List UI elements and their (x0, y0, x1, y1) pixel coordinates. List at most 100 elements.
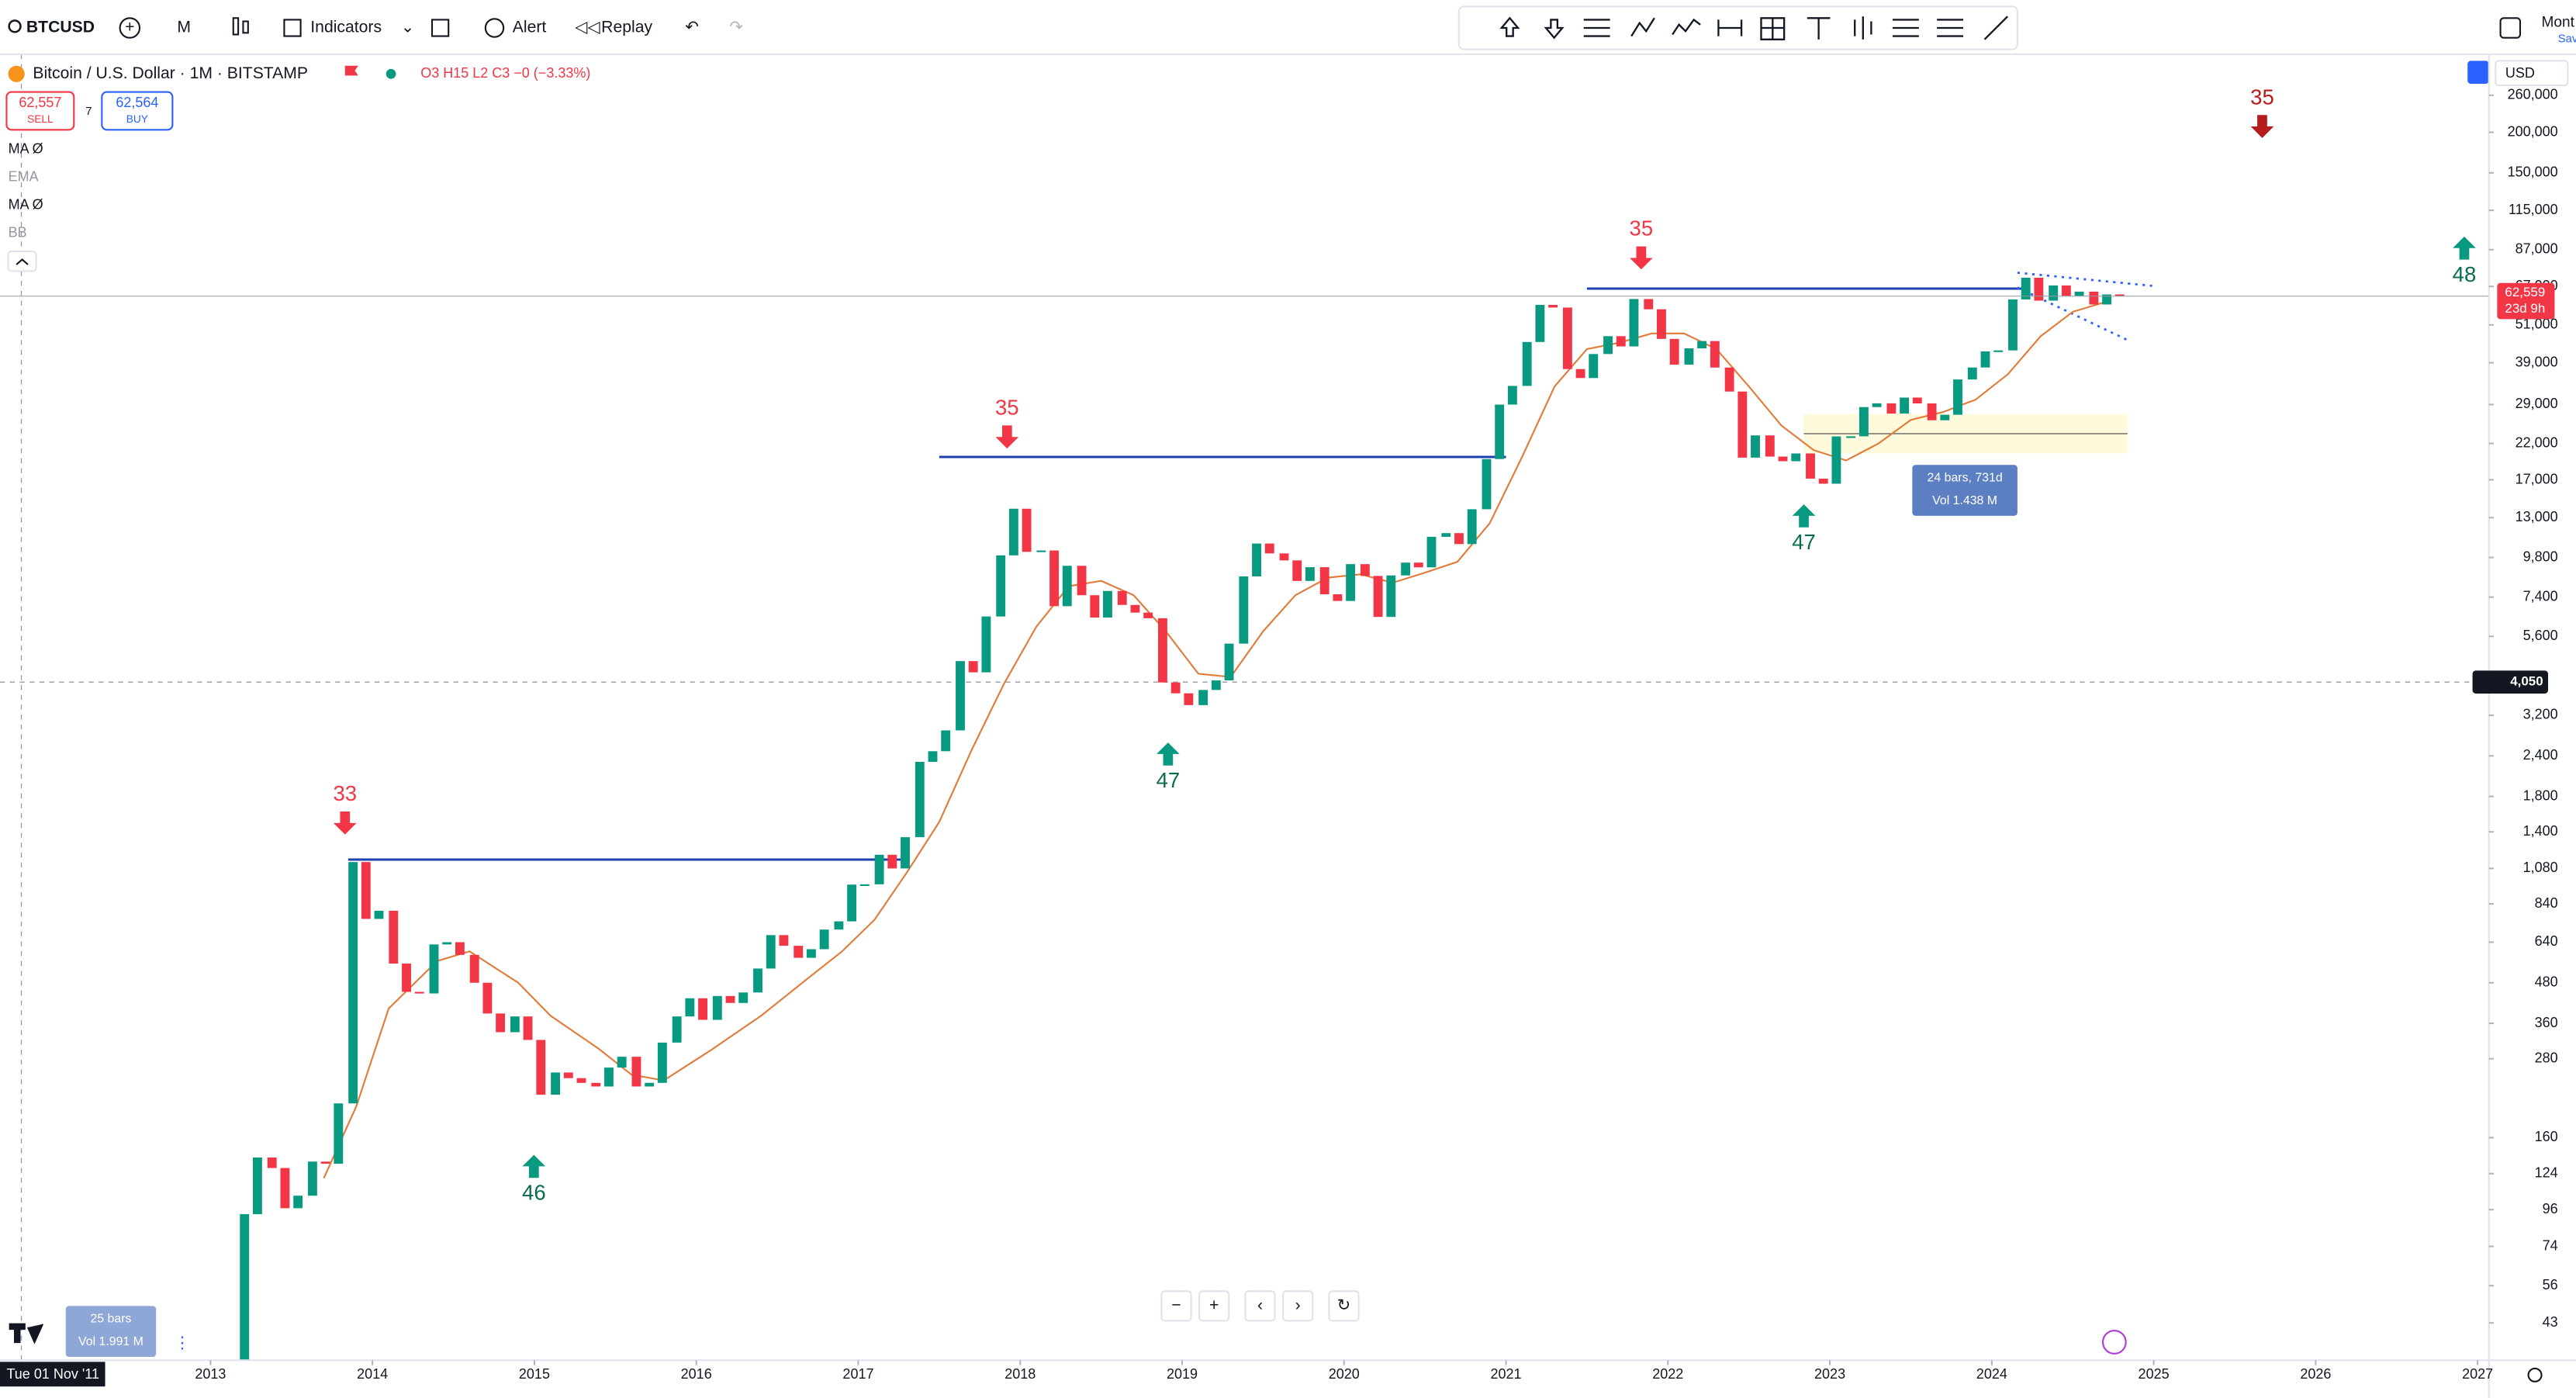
settings-icon[interactable] (2527, 1367, 2543, 1382)
buy-button[interactable] (101, 91, 174, 131)
candle-body (1778, 456, 1788, 462)
layout-icon[interactable] (2499, 17, 2522, 39)
buy-price[interactable]: 62,564 (116, 95, 158, 110)
symbol-description[interactable]: Bitcoin / U.S. Dollar · 1M · BITSTAMP (33, 64, 308, 82)
candle-body (2114, 294, 2125, 296)
signal-arrow (1157, 742, 1180, 766)
alert-icon[interactable] (484, 18, 505, 38)
tool-gann[interactable] (1937, 19, 1963, 37)
flag[interactable] (344, 65, 358, 76)
redo[interactable]: ↷ (729, 19, 743, 36)
more-button[interactable]: ⋮ (175, 1334, 191, 1352)
candle-body (1589, 354, 1599, 379)
candle-body (267, 1157, 277, 1168)
sell-label[interactable]: SELL (27, 113, 54, 125)
indicators-dropdown[interactable]: ⌄ (401, 19, 415, 36)
candle-body (1279, 553, 1289, 561)
indicators-icon[interactable] (283, 19, 302, 37)
replay-icon[interactable]: ◁◁ (575, 19, 600, 36)
tool-wave[interactable] (1672, 18, 1701, 36)
add-symbol-plus[interactable]: + (125, 19, 134, 36)
signal-label: 35 (1630, 216, 1654, 240)
candle-body (1022, 508, 1032, 552)
x-tick-label: 2015 (519, 1366, 550, 1382)
interval[interactable]: M (177, 19, 191, 36)
reset-icon[interactable]: ↻ (1337, 1296, 1351, 1314)
collapse-legend[interactable] (7, 250, 37, 272)
signal-label: 33 (333, 781, 357, 805)
currency[interactable]: USD (2505, 65, 2535, 81)
candle-body (280, 1168, 290, 1209)
currency-box[interactable] (2495, 60, 2569, 87)
candle-body (1170, 682, 1181, 694)
zoom-in-icon[interactable]: + (1209, 1296, 1219, 1314)
symbol-logo (8, 65, 25, 82)
candle-body (604, 1068, 614, 1087)
candle-body (1657, 309, 1666, 339)
sell-button[interactable] (5, 91, 75, 131)
indicator-label[interactable]: BB (9, 224, 27, 240)
layout-name[interactable]: Mont (2542, 15, 2575, 31)
x-tick-label: 2016 (681, 1366, 712, 1382)
tool-arrow-down[interactable] (1544, 19, 1565, 40)
sell-price[interactable]: 62,557 (19, 95, 61, 110)
tool-arrow-up[interactable] (1499, 16, 1520, 37)
bolt-icon[interactable] (2101, 1330, 2127, 1355)
measure-volume: Vol 1.438 M (1932, 494, 1997, 507)
zoom-in[interactable] (1198, 1290, 1230, 1322)
candle-body (794, 946, 804, 958)
tool-trendline[interactable] (1983, 16, 2009, 40)
add-symbol[interactable] (119, 17, 141, 39)
candle-body (1859, 407, 1869, 437)
candle-body (1264, 543, 1274, 554)
templates-icon[interactable] (430, 19, 450, 37)
candle-body (1143, 612, 1153, 618)
indicator-label[interactable]: MA Ø (9, 140, 43, 156)
y-tick-label: 56 (2543, 1277, 2558, 1292)
buy-label[interactable]: BUY (126, 113, 148, 125)
zoom-out-icon[interactable]: − (1171, 1296, 1181, 1314)
collapse-icon[interactable] (16, 258, 29, 265)
reset[interactable] (1328, 1290, 1360, 1322)
scroll-right-icon[interactable]: › (1295, 1296, 1301, 1314)
indicators-button[interactable]: Indicators (310, 19, 382, 36)
candle-body (2089, 291, 2099, 305)
drawing-tools[interactable] (1499, 16, 2009, 40)
scroll-right[interactable] (1282, 1290, 1314, 1322)
y-tick-label: 2,400 (2523, 747, 2558, 763)
search-icon[interactable] (8, 19, 22, 33)
replay-button[interactable]: Replay (601, 19, 652, 36)
candle-body (1575, 369, 1585, 379)
candle-body (1900, 397, 1910, 414)
tool-lines[interactable] (1583, 19, 1610, 37)
scroll-left-icon[interactable]: ‹ (1257, 1296, 1263, 1314)
chart-type-icon[interactable] (232, 17, 240, 36)
tool-range[interactable] (1717, 19, 1743, 36)
measure-box (1912, 465, 2018, 516)
alert-button[interactable]: Alert (513, 19, 547, 36)
indicator-label[interactable]: MA Ø (9, 196, 43, 212)
candle-body (334, 1103, 344, 1164)
indicator-label[interactable]: EMA (9, 168, 39, 184)
tool-bars[interactable] (1854, 16, 1872, 40)
chart-type-icon[interactable] (242, 20, 249, 34)
signal-arrow (995, 425, 1019, 449)
tool-text[interactable] (1807, 17, 1831, 40)
undo[interactable]: ↶ (685, 19, 699, 36)
candle-body (1644, 299, 1654, 310)
scroll-left[interactable] (1244, 1290, 1276, 1322)
tradingview-logo[interactable] (9, 1323, 44, 1344)
auto-scale[interactable] (2467, 61, 2489, 84)
y-tick-label: 74 (2543, 1237, 2558, 1253)
candle-body (1441, 533, 1451, 537)
symbol[interactable]: BTCUSD (26, 19, 95, 36)
candle-body (442, 942, 452, 945)
tool-box[interactable] (1760, 17, 1786, 40)
candle-body (819, 929, 829, 950)
y-tick-label: 640 (2535, 933, 2558, 949)
y-tick-label: 200,000 (2508, 123, 2558, 139)
candle-body (1669, 338, 1679, 365)
tool-pattern[interactable] (1630, 17, 1655, 37)
tool-fib[interactable] (1892, 19, 1919, 37)
zoom-out[interactable] (1160, 1290, 1192, 1322)
